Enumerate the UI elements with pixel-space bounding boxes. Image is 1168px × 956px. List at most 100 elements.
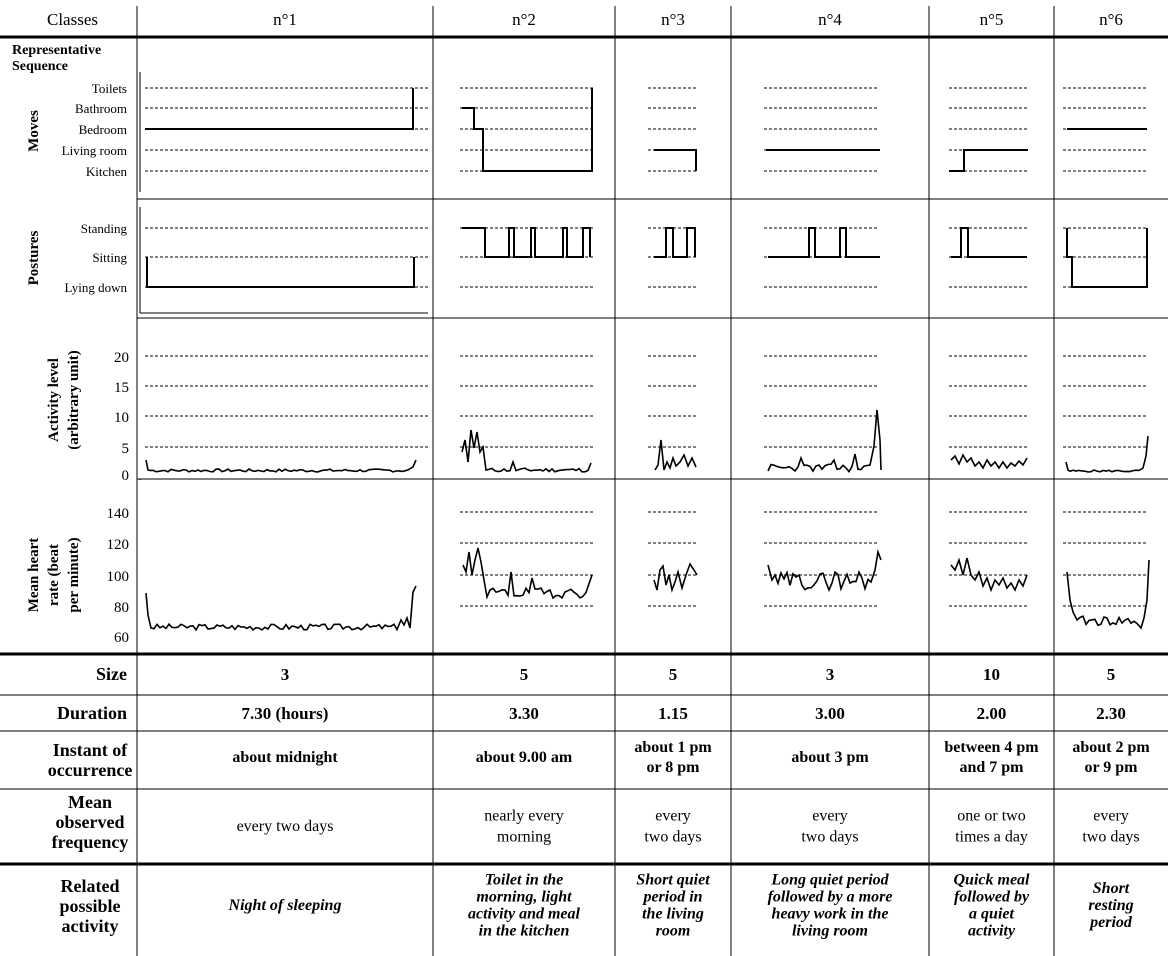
representative-label: Representative xyxy=(12,43,101,58)
frequency-value: times a day xyxy=(955,829,1028,846)
frequency-value: every xyxy=(812,808,848,825)
class-header-1: n°1 xyxy=(273,10,297,29)
duration-value: 1.15 xyxy=(658,704,688,723)
related-activity-value: followed by xyxy=(954,889,1030,906)
related-activity-value: Short xyxy=(1093,880,1130,897)
size-value: 5 xyxy=(520,665,529,684)
class-header-2: n°2 xyxy=(512,10,536,29)
related-activity-value: room xyxy=(656,923,691,940)
postures-trace-3 xyxy=(654,227,696,258)
heart-rate-trace-6 xyxy=(1066,559,1150,630)
size-value: 5 xyxy=(1107,665,1116,684)
heart-rate-row-label: rate (beat xyxy=(46,544,62,606)
related-activity-value: morning, light xyxy=(476,889,572,906)
moves-level-label: Bathroom xyxy=(75,101,127,116)
moves-level-label: Toilets xyxy=(92,81,127,96)
postures-level-label: Lying down xyxy=(65,280,128,295)
activity-tick-label: 0 xyxy=(122,468,130,484)
size-value: 3 xyxy=(826,665,835,684)
frequency-row-label: frequency xyxy=(52,832,129,852)
instant-value: between 4 pm xyxy=(944,739,1039,756)
related-activity-value: Long quiet period xyxy=(770,872,889,889)
size-value: 3 xyxy=(281,665,290,684)
frequency-row-label: observed xyxy=(56,812,125,832)
heart-rate-trace-2 xyxy=(462,547,593,600)
moves-level-label: Bedroom xyxy=(79,122,127,137)
activity-trace-4 xyxy=(767,409,882,473)
activity-trace-2 xyxy=(461,429,592,473)
duration-value: 2.30 xyxy=(1096,704,1126,723)
duration-value: 7.30 (hours) xyxy=(242,704,329,723)
class-header-4: n°4 xyxy=(818,10,842,29)
instant-value: about 1 pm xyxy=(634,739,712,756)
frequency-value: every xyxy=(655,808,691,825)
related-activity-value: followed by a more xyxy=(768,889,893,906)
related-activity-value: Toilet in the xyxy=(485,872,564,889)
frequency-row-label: Mean xyxy=(68,792,112,812)
activity-row-label: (arbitrary unit) xyxy=(66,350,82,450)
related-activity-value: resting xyxy=(1088,897,1133,914)
sequence-plots xyxy=(145,87,1150,632)
postures-level-label: Sitting xyxy=(92,250,127,265)
class-header-6: n°6 xyxy=(1099,10,1123,29)
frequency-value: one or two xyxy=(957,808,1025,825)
frequency-value: nearly every xyxy=(484,808,564,825)
size-row-label: Size xyxy=(96,664,127,684)
related-activity-value: activity and meal xyxy=(468,906,581,923)
heart-rate-trace-3 xyxy=(653,562,698,593)
related-activity-value: Night of sleeping xyxy=(228,897,342,914)
related-activity-value: Short quiet xyxy=(636,872,710,889)
instant-value: or 9 pm xyxy=(1084,759,1138,776)
moves-level-label: Living room xyxy=(62,143,127,158)
duration-row-label: Duration xyxy=(57,703,127,723)
table-labels: Classes n°1 n°2 n°3 n°4 n°5 n°6 Representative S… xyxy=(12,10,1150,940)
heart-rate-row-label: Mean heart xyxy=(26,538,42,613)
activity-trace-5 xyxy=(950,453,1028,470)
duration-value: 2.00 xyxy=(977,704,1007,723)
class-header-5: n°5 xyxy=(980,10,1004,29)
instant-value: or 8 pm xyxy=(646,759,700,776)
activity-tick-label: 10 xyxy=(114,410,129,426)
frequency-value: two days xyxy=(801,829,858,846)
postures-row-label: Postures xyxy=(26,230,42,285)
heart-rate-tick-label: 60 xyxy=(114,630,129,646)
instant-value: and 7 pm xyxy=(959,759,1024,776)
activity-row-label: Activity level xyxy=(46,358,62,442)
related-activity-value: living room xyxy=(792,923,868,940)
related-activity-row-label: possible xyxy=(59,896,120,916)
class-header-3: n°3 xyxy=(661,10,685,29)
activity-trace-1 xyxy=(145,459,417,473)
activity-tick-label: 5 xyxy=(122,441,130,457)
activity-trace-3 xyxy=(654,439,697,471)
moves-trace-2 xyxy=(462,88,593,172)
related-activity-value: a quiet xyxy=(969,906,1014,923)
frequency-value: two days xyxy=(1082,829,1139,846)
frequency-value: morning xyxy=(497,829,551,846)
instant-row-label: occurrence xyxy=(48,760,133,780)
related-activity-value: period in xyxy=(641,889,702,906)
related-activity-value: activity xyxy=(968,923,1016,940)
activity-tick-label: 15 xyxy=(114,380,129,396)
frequency-value: every xyxy=(1093,808,1129,825)
heart-rate-tick-label: 80 xyxy=(114,600,129,616)
related-activity-value: Quick meal xyxy=(954,872,1031,889)
activity-trace-6 xyxy=(1065,435,1149,473)
instant-value: about 2 pm xyxy=(1072,739,1150,756)
moves-trace-5 xyxy=(949,149,1028,172)
postures-trace-4 xyxy=(768,227,880,258)
heart-rate-trace-4 xyxy=(767,548,882,593)
classes-header: Classes xyxy=(47,10,98,29)
heart-rate-tick-label: 120 xyxy=(107,537,130,553)
frequency-value: every two days xyxy=(237,818,334,835)
related-activity-value: period xyxy=(1088,914,1133,931)
heart-rate-tick-label: 100 xyxy=(107,569,130,585)
frequency-value: two days xyxy=(644,829,701,846)
instant-value: about 3 pm xyxy=(791,749,869,766)
postures-trace-6 xyxy=(1066,228,1148,288)
instant-value: about 9.00 am xyxy=(476,749,573,766)
size-value: 5 xyxy=(669,665,678,684)
related-activity-value: the living xyxy=(642,906,704,923)
duration-value: 3.00 xyxy=(815,704,845,723)
instant-row-label: Instant of xyxy=(53,740,129,760)
